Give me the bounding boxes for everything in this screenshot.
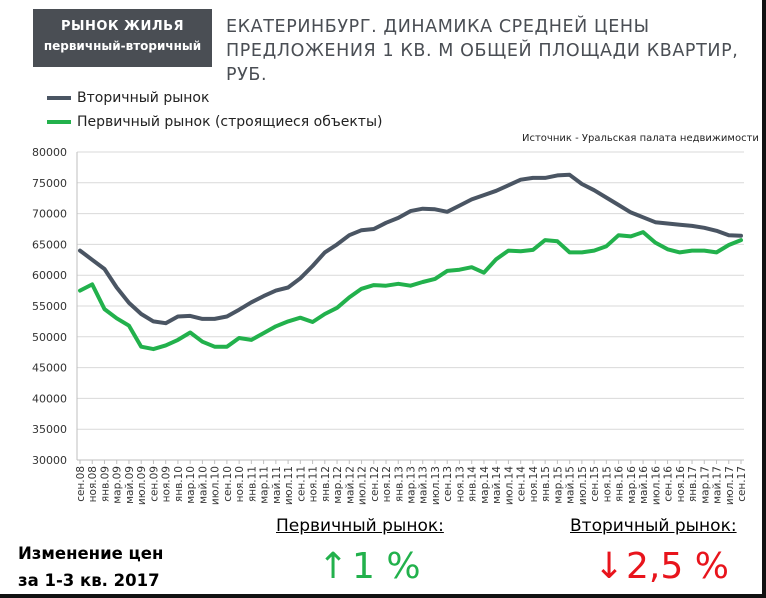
x-tick-label: мар.13	[406, 466, 418, 504]
y-tick-label: 55000	[32, 300, 67, 313]
x-tick-label: сен.10	[222, 466, 234, 502]
y-tick-label: 70000	[32, 208, 67, 221]
badge-line1: РЫНОК ЖИЛЬЯ	[60, 19, 185, 34]
x-tick-label: мар.11	[259, 466, 271, 504]
title-line1: ЕКАТЕРИНБУРГ. ДИНАМИКА СРЕДНЕЙ ЦЕНЫ	[226, 17, 650, 37]
category-badge: РЫНОК ЖИЛЬЯ первичный-вторичный	[33, 9, 212, 67]
x-tick-label: мар.16	[626, 466, 638, 504]
x-tick-label: мар.10	[185, 466, 197, 504]
x-tick-label: июл.15	[577, 466, 589, 505]
x-tick-label: ноя.14	[528, 466, 540, 503]
x-tick-label: ноя.11	[308, 466, 320, 502]
x-tick-label: янв.15	[540, 466, 552, 502]
x-tick-label: янв.17	[687, 466, 699, 502]
grid-lines	[77, 151, 744, 461]
legend-swatch-secondary	[47, 96, 71, 100]
series-line-primary	[78, 230, 743, 352]
x-tick-label: сен.12	[369, 466, 381, 502]
legend-swatch-primary	[47, 120, 71, 124]
y-tick-label: 65000	[32, 238, 67, 251]
x-tick-label: янв.11	[246, 466, 258, 502]
x-tick-label: янв.14	[467, 466, 479, 502]
x-tick-label: янв.16	[614, 466, 626, 502]
y-tick-label: 50000	[32, 331, 67, 344]
x-tick-label: сен.14	[516, 466, 528, 502]
chart-title: ЕКАТЕРИНБУРГ. ДИНАМИКА СРЕДНЕЙ ЦЕНЫ ПРЕД…	[226, 15, 756, 87]
x-tick-label: май.13	[418, 466, 430, 504]
x-tick-label: май.09	[124, 466, 136, 504]
x-tick-label: мар.17	[699, 466, 711, 504]
x-tick-label: июл.14	[503, 466, 515, 505]
x-tick-label: мар.15	[552, 466, 564, 504]
x-tick-label: янв.10	[173, 466, 185, 502]
x-tick-label: май.16	[638, 466, 650, 504]
x-tick-label: ноя.08	[87, 466, 99, 502]
x-tick-label: ноя.15	[601, 466, 613, 502]
x-tick-label: июл.16	[650, 466, 662, 505]
secondary-change-value: 2,5 %	[626, 546, 729, 587]
primary-change-label: Первичный рынок:	[276, 516, 444, 536]
source-note: Источник - Уральская палата недвижимости	[522, 133, 759, 144]
x-tick-label: май.17	[712, 466, 724, 504]
x-tick-label: июл.11	[283, 466, 295, 505]
x-tick-label: сен.08	[75, 466, 87, 502]
y-tick-label: 45000	[32, 362, 67, 375]
y-tick-label: 35000	[32, 423, 67, 436]
x-tick-label: июл.17	[724, 466, 736, 505]
y-tick-label: 40000	[32, 392, 67, 405]
primary-change-value: 1 %	[352, 546, 421, 587]
x-tick-label: сен.09	[148, 466, 160, 502]
series-lines	[78, 172, 743, 352]
x-tick-label: сен.15	[589, 466, 601, 502]
x-tick-label: сен.11	[295, 466, 307, 502]
x-tick-label: июл.13	[430, 466, 442, 505]
primary-change-arrow: ↑	[318, 546, 349, 587]
x-tick-label: май.10	[197, 466, 209, 504]
change-heading-line2: за 1-3 кв. 2017	[18, 571, 160, 590]
x-tick-label: май.12	[344, 466, 356, 504]
x-tick-label: янв.12	[320, 466, 332, 502]
x-tick-label: ноя.10	[234, 466, 246, 502]
y-tick-label: 80000	[32, 146, 67, 159]
x-tick-label: мар.14	[479, 466, 491, 504]
change-heading-line1: Изменение цен	[18, 544, 164, 563]
x-tick-label: сен.17	[736, 466, 748, 502]
legend-item-primary: Первичный рынок (строящиеся объекты)	[47, 114, 382, 130]
x-tick-label: май.15	[565, 466, 577, 504]
x-tick-label: ноя.12	[381, 466, 393, 502]
x-tick-label: май.14	[491, 466, 503, 504]
x-tick-label: сен.13	[442, 466, 454, 502]
x-tick-label: май.11	[271, 466, 283, 504]
y-tick-label: 75000	[32, 177, 67, 190]
x-tick-label: июл.09	[136, 466, 148, 505]
legend-item-secondary: Вторичный рынок	[47, 90, 209, 106]
y-tick-label: 60000	[32, 269, 67, 282]
title-line2: ПРЕДЛОЖЕНИЯ 1 КВ. М ОБЩЕЙ ПЛОЩАДИ КВАРТИ…	[226, 41, 739, 85]
series-line-secondary	[78, 172, 743, 326]
x-tick-label: янв.13	[393, 466, 405, 502]
x-tick-label: мар.12	[332, 466, 344, 504]
x-tick-label: мар.09	[112, 466, 124, 504]
legend-label-secondary: Вторичный рынок	[77, 90, 210, 106]
x-axis: сен.08 ноя.08 янв.09 мар.09 май.09 июл.09 сен.…	[75, 459, 748, 505]
legend-label-primary: Первичный рынок (строящиеся объекты)	[77, 114, 383, 130]
y-axis: 30000 35000 40000 45000 50000 55000 60000 65000…	[32, 146, 78, 467]
secondary-change-arrow: ↓	[594, 546, 625, 587]
y-tick-label: 30000	[32, 454, 67, 467]
x-tick-label: ноя.09	[161, 466, 173, 502]
x-tick-label: июл.10	[210, 466, 222, 505]
change-heading: Изменение цен за 1-3 кв. 2017	[18, 540, 163, 594]
badge-line2: первичный-вторичный	[43, 39, 202, 53]
x-tick-label: ноя.16	[675, 466, 687, 503]
secondary-change-label: Вторичный рынок:	[570, 516, 737, 536]
x-tick-label: июл.12	[357, 466, 369, 505]
x-tick-label: сен.16	[663, 466, 675, 502]
x-tick-label: ноя.13	[454, 466, 466, 502]
x-tick-label: янв.09	[99, 466, 111, 502]
